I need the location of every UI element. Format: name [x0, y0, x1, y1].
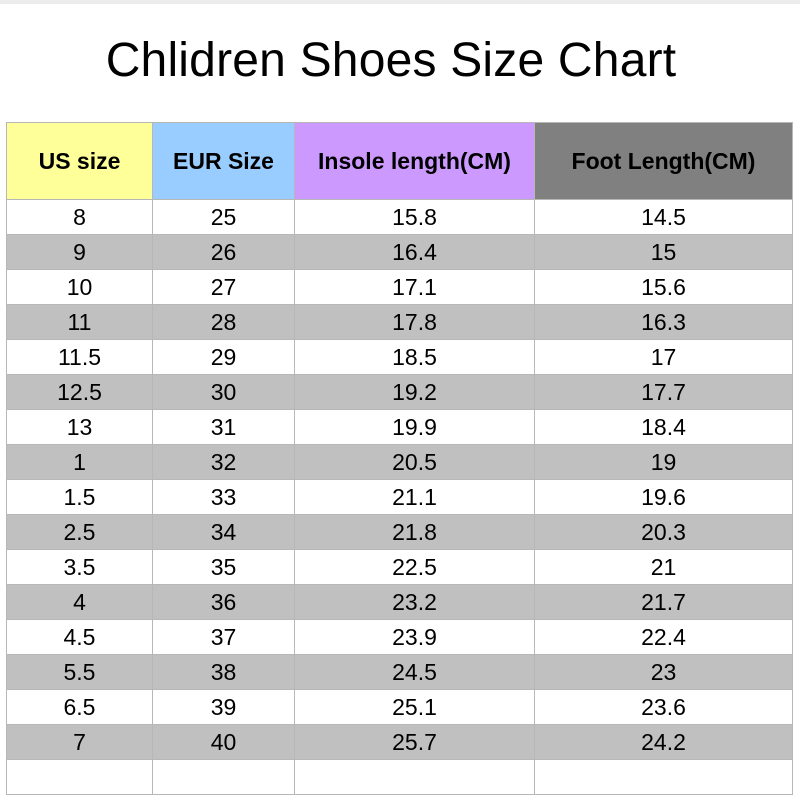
us-size-cell: 13	[6, 409, 153, 445]
empty-cell	[152, 759, 295, 795]
foot-length-cell: 23	[534, 654, 793, 690]
foot-length-cell: 23.6	[534, 689, 793, 725]
foot-length-cell: 19	[534, 444, 793, 480]
us-size-cell: 4.5	[6, 619, 153, 655]
eur-size-cell: 30	[152, 374, 295, 410]
us-size-cell: 11.5	[6, 339, 153, 375]
us-size-cell: 7	[6, 724, 153, 760]
insole-length-cell: 24.5	[294, 654, 535, 690]
insole-length-cell: 25.7	[294, 724, 535, 760]
insole-length-cell: 20.5	[294, 444, 535, 480]
foot-length-cell: 19.6	[534, 479, 793, 515]
foot-length-cell: 15	[534, 234, 793, 270]
us-size-cell: 4	[6, 584, 153, 620]
eur-size-cell: 36	[152, 584, 295, 620]
empty-cell	[294, 759, 535, 795]
header-insole-length: Insole length(CM)	[294, 122, 535, 200]
size-chart-table: US size EUR Size Insole length(CM) Foot …	[6, 122, 793, 795]
foot-length-cell: 15.6	[534, 269, 793, 305]
foot-length-cell: 16.3	[534, 304, 793, 340]
table-row: 2.5 34 21.8 20.3	[6, 514, 793, 550]
table-row: 3.5 35 22.5 21	[6, 549, 793, 585]
eur-size-cell: 40	[152, 724, 295, 760]
insole-length-cell: 22.5	[294, 549, 535, 585]
eur-size-cell: 32	[152, 444, 295, 480]
table-row: 8 25 15.8 14.5	[6, 199, 793, 235]
insole-length-cell: 17.1	[294, 269, 535, 305]
eur-size-cell: 37	[152, 619, 295, 655]
table-row: 1 32 20.5 19	[6, 444, 793, 480]
table-row: 9 26 16.4 15	[6, 234, 793, 270]
header-us-size: US size	[6, 122, 153, 200]
eur-size-cell: 29	[152, 339, 295, 375]
table-row: 4.5 37 23.9 22.4	[6, 619, 793, 655]
table-row: 11 28 17.8 16.3	[6, 304, 793, 340]
foot-length-cell: 20.3	[534, 514, 793, 550]
insole-length-cell: 16.4	[294, 234, 535, 270]
foot-length-cell: 14.5	[534, 199, 793, 235]
eur-size-cell: 35	[152, 549, 295, 585]
us-size-cell: 2.5	[6, 514, 153, 550]
insole-length-cell: 15.8	[294, 199, 535, 235]
foot-length-cell: 21	[534, 549, 793, 585]
foot-length-cell: 24.2	[534, 724, 793, 760]
header-row: US size EUR Size Insole length(CM) Foot …	[6, 122, 793, 200]
top-divider	[0, 0, 800, 4]
eur-size-cell: 31	[152, 409, 295, 445]
table-row: 10 27 17.1 15.6	[6, 269, 793, 305]
us-size-cell: 11	[6, 304, 153, 340]
insole-length-cell: 25.1	[294, 689, 535, 725]
eur-size-cell: 25	[152, 199, 295, 235]
insole-length-cell: 18.5	[294, 339, 535, 375]
us-size-cell: 9	[6, 234, 153, 270]
foot-length-cell: 22.4	[534, 619, 793, 655]
table-row: 1.5 33 21.1 19.6	[6, 479, 793, 515]
page-title: Chlidren Shoes Size Chart	[105, 34, 677, 87]
table-row: 6.5 39 25.1 23.6	[6, 689, 793, 725]
eur-size-cell: 28	[152, 304, 295, 340]
eur-size-cell: 34	[152, 514, 295, 550]
empty-cell	[6, 759, 153, 795]
insole-length-cell: 19.9	[294, 409, 535, 445]
insole-length-cell: 17.8	[294, 304, 535, 340]
foot-length-cell: 17	[534, 339, 793, 375]
us-size-cell: 5.5	[6, 654, 153, 690]
eur-size-cell: 38	[152, 654, 295, 690]
header-foot-length: Foot Length(CM)	[534, 122, 793, 200]
eur-size-cell: 33	[152, 479, 295, 515]
us-size-cell: 10	[6, 269, 153, 305]
size-chart-body: 8 25 15.8 14.5 9 26 16.4 15 10 27 17.1 15.6 11 28 17.8…	[6, 199, 793, 795]
insole-length-cell: 19.2	[294, 374, 535, 410]
foot-length-cell: 18.4	[534, 409, 793, 445]
us-size-cell: 1	[6, 444, 153, 480]
us-size-cell: 6.5	[6, 689, 153, 725]
empty-cell	[534, 759, 793, 795]
us-size-cell: 12.5	[6, 374, 153, 410]
us-size-cell: 3.5	[6, 549, 153, 585]
table-row: 13 31 19.9 18.4	[6, 409, 793, 445]
insole-length-cell: 21.1	[294, 479, 535, 515]
empty-table-row	[6, 759, 793, 795]
us-size-cell: 1.5	[6, 479, 153, 515]
header-eur-size: EUR Size	[152, 122, 295, 200]
foot-length-cell: 17.7	[534, 374, 793, 410]
eur-size-cell: 27	[152, 269, 295, 305]
table-row: 7 40 25.7 24.2	[6, 724, 793, 760]
table-row: 4 36 23.2 21.7	[6, 584, 793, 620]
insole-length-cell: 21.8	[294, 514, 535, 550]
table-row: 11.5 29 18.5 17	[6, 339, 793, 375]
table-row: 5.5 38 24.5 23	[6, 654, 793, 690]
eur-size-cell: 39	[152, 689, 295, 725]
table-row: 12.5 30 19.2 17.7	[6, 374, 793, 410]
foot-length-cell: 21.7	[534, 584, 793, 620]
eur-size-cell: 26	[152, 234, 295, 270]
insole-length-cell: 23.2	[294, 584, 535, 620]
insole-length-cell: 23.9	[294, 619, 535, 655]
us-size-cell: 8	[6, 199, 153, 235]
